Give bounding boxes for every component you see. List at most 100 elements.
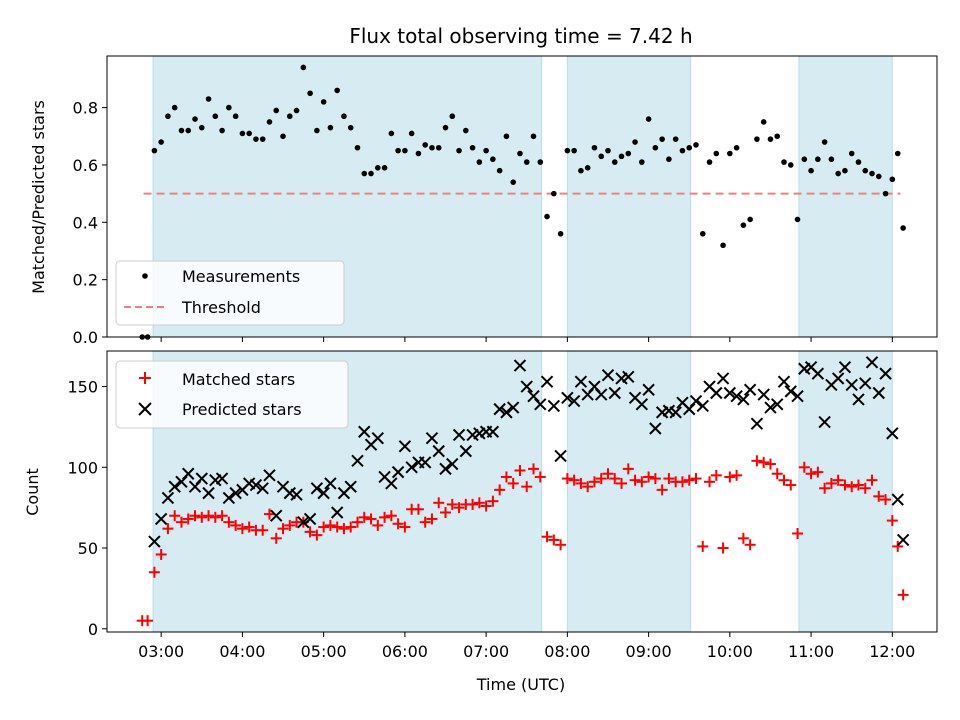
predicted-stars-point bbox=[358, 425, 371, 438]
measurement-point bbox=[192, 116, 198, 122]
matched-stars-point bbox=[372, 519, 384, 531]
measurement-point bbox=[544, 213, 550, 220]
predicted-stars-point bbox=[290, 488, 303, 501]
measurement-point bbox=[463, 127, 469, 134]
measurement-point bbox=[158, 139, 164, 145]
measurement-point bbox=[476, 159, 483, 165]
matched-stars-point bbox=[358, 511, 370, 523]
matched-stars-point bbox=[798, 461, 810, 473]
predicted-stars-point bbox=[723, 386, 737, 400]
predicted-stars-point bbox=[439, 462, 452, 476]
matched-stars-point bbox=[839, 479, 851, 491]
matched-stars-point bbox=[704, 476, 716, 488]
matched-stars-point bbox=[724, 471, 736, 483]
measurement-point bbox=[151, 147, 158, 154]
measurement-point bbox=[273, 107, 280, 114]
measurement-point bbox=[219, 127, 225, 134]
measurement-point bbox=[320, 99, 327, 105]
predicted-stars-point bbox=[161, 491, 175, 505]
measurement-point bbox=[212, 113, 219, 120]
measurement-point bbox=[625, 150, 632, 157]
matched-stars-point bbox=[548, 534, 560, 546]
count-legend-box bbox=[115, 360, 349, 429]
measurement-point bbox=[408, 130, 415, 137]
matched-stars-point bbox=[751, 455, 763, 467]
measurement-point bbox=[537, 159, 544, 165]
count-x-tick-label: 07:00 bbox=[463, 642, 509, 661]
predicted-stars-point bbox=[547, 399, 561, 413]
legend-matched-label: Matched stars bbox=[182, 370, 295, 389]
matched-stars-point bbox=[385, 510, 397, 522]
matched-stars-point bbox=[175, 516, 187, 528]
matched-stars-point bbox=[805, 468, 817, 480]
matched-stars-point bbox=[494, 484, 506, 496]
predicted-stars-point bbox=[710, 386, 723, 400]
measurement-point bbox=[618, 153, 625, 160]
ratio-interval-1 bbox=[566, 55, 692, 338]
matched-stars-point bbox=[521, 481, 533, 493]
measurement-point bbox=[483, 147, 489, 154]
ratio-interval-2 bbox=[798, 55, 893, 338]
measurement-point bbox=[727, 150, 733, 157]
matched-stars-point bbox=[897, 589, 909, 601]
measurement-point bbox=[855, 159, 862, 165]
matched-stars-point bbox=[683, 474, 695, 486]
matched-stars-point bbox=[859, 482, 871, 494]
measurement-point bbox=[564, 147, 571, 154]
matched-stars-point bbox=[514, 465, 526, 477]
predicted-stars-point bbox=[649, 422, 662, 435]
matched-stars-point bbox=[270, 532, 282, 544]
predicted-stars-point bbox=[256, 482, 269, 495]
predicted-stars-point bbox=[229, 486, 242, 500]
ratio-y-axis-title: Matched/Predicted stars bbox=[29, 100, 48, 294]
predicted-stars-point bbox=[452, 428, 466, 442]
matched-stars-point bbox=[534, 471, 546, 483]
matched-stars-point bbox=[257, 524, 269, 536]
predicted-stars-point bbox=[831, 372, 845, 385]
measurement-point bbox=[835, 170, 841, 177]
measurement-point bbox=[435, 144, 442, 151]
predicted-stars-point bbox=[689, 394, 703, 408]
measurement-point bbox=[900, 225, 906, 231]
predicted-stars-point bbox=[222, 491, 236, 505]
count-interval-2 bbox=[798, 350, 893, 633]
measurement-point bbox=[517, 150, 523, 157]
predicted-stars-point bbox=[777, 375, 791, 388]
predicted-stars-point bbox=[534, 398, 547, 411]
measurement-point bbox=[232, 113, 239, 120]
legend-matched-marker bbox=[139, 372, 151, 384]
predicted-stars-point bbox=[297, 515, 310, 529]
matched-stars-point bbox=[480, 500, 492, 512]
predicted-stars-point bbox=[818, 415, 831, 429]
matched-stars-point bbox=[737, 532, 749, 544]
measurement-point bbox=[347, 124, 354, 131]
matched-stars-point bbox=[473, 497, 485, 509]
matched-stars-point bbox=[230, 519, 242, 531]
measurement-point bbox=[266, 119, 273, 125]
measurement-point bbox=[381, 165, 388, 171]
measurement-point bbox=[307, 90, 313, 97]
measurement-point bbox=[239, 130, 246, 137]
ratio-legend-box bbox=[115, 260, 345, 326]
count-y-tick-label: 50 bbox=[78, 539, 98, 558]
predicted-stars-point bbox=[520, 380, 533, 393]
predicted-stars-point bbox=[154, 512, 168, 526]
matched-stars-point bbox=[744, 539, 756, 551]
predicted-stars-point bbox=[493, 402, 506, 416]
measurement-point bbox=[894, 150, 901, 157]
measurement-point bbox=[327, 124, 334, 131]
measurement-point bbox=[361, 170, 368, 177]
predicted-stars-point bbox=[446, 457, 459, 471]
count-y-tick-label: 100 bbox=[67, 458, 98, 477]
predicted-stars-point bbox=[371, 431, 385, 445]
count-x-tick-label: 04:00 bbox=[219, 642, 265, 661]
predicted-stars-point bbox=[764, 401, 777, 414]
ratio-y-tick-label: 0.4 bbox=[73, 213, 98, 232]
count-y-axis: 0 50 100 150 bbox=[67, 378, 107, 639]
measurement-point bbox=[801, 156, 808, 163]
measurement-point bbox=[246, 130, 252, 137]
predicted-stars-point bbox=[622, 370, 635, 384]
measurement-point bbox=[713, 150, 720, 157]
measurement-point bbox=[253, 136, 259, 142]
